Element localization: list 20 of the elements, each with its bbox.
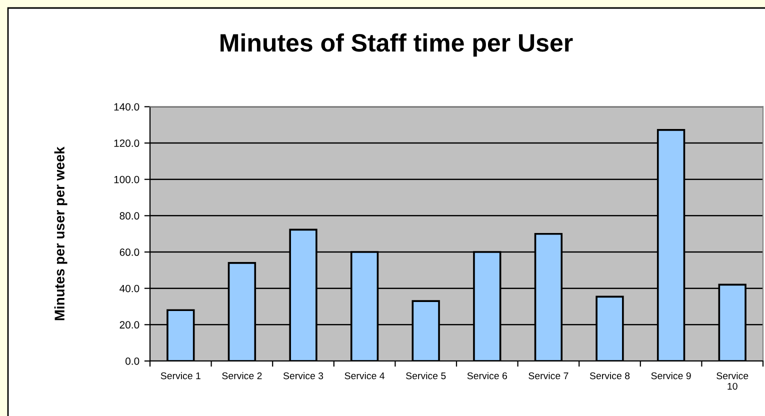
x-tick-label: Service 6	[467, 372, 507, 380]
x-tick-label: Service 2	[222, 372, 262, 380]
x-tick-label: Service 3	[283, 372, 324, 380]
x-tick-label: Service 4	[344, 372, 385, 380]
x-tick-label: Service 7	[528, 372, 568, 380]
y-tick-label: 140.0	[114, 103, 140, 111]
y-axis-title: Minutes per user per week	[54, 146, 68, 320]
y-tick-label: 60.0	[120, 248, 140, 256]
y-tick-label: 40.0	[120, 284, 140, 292]
chart-title: Minutes of Staff time per User	[220, 33, 573, 57]
x-tick-label: Service 8	[590, 372, 630, 380]
y-tick-label: 80.0	[120, 212, 140, 220]
x-tick-label: Service 5	[406, 372, 446, 380]
y-tick-label: 100.0	[114, 176, 140, 184]
x-tick-label: Service 1	[160, 372, 200, 380]
y-tick-label: 20.0	[120, 321, 140, 329]
x-tick-label: Service 10	[716, 372, 748, 390]
y-tick-label: 0.0	[126, 358, 140, 365]
x-tick-label: Service 9	[651, 372, 691, 380]
y-tick-label: 120.0	[114, 140, 140, 147]
